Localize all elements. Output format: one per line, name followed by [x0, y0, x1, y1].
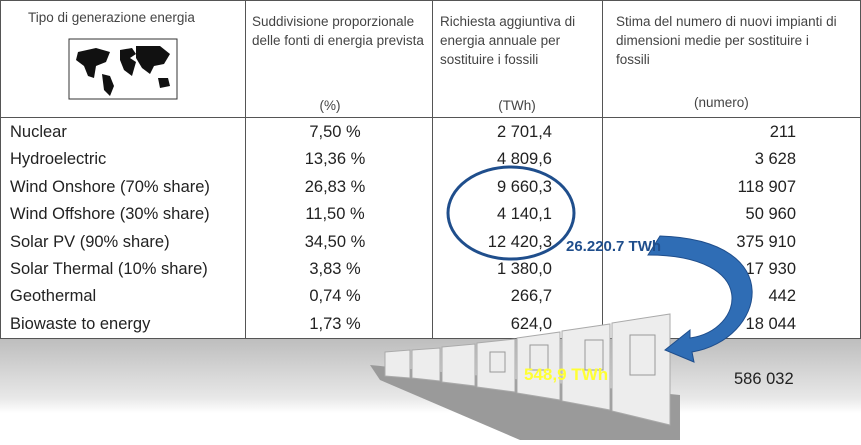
energy-twh: 9 660,3 — [496, 177, 552, 196]
energy-twh: 1 380,0 — [496, 260, 552, 278]
source-name: Solar Thermal (10% share) — [10, 260, 208, 278]
header-divider — [0, 117, 861, 118]
source-name: Solar PV (90% share) — [10, 232, 170, 251]
plant-count: 18 044 — [745, 314, 796, 333]
share-percent: 13,36 % — [304, 150, 366, 169]
share-percent: 11,50 % — [305, 205, 365, 224]
plant-count: 375 910 — [736, 232, 796, 251]
header-title: Suddivisione proporzionale delle fonti d… — [252, 14, 424, 48]
source-name: Wind Offshore (30% share) — [10, 205, 210, 224]
energy-twh: 4 140,1 — [496, 205, 552, 224]
share-percent: 7,50 % — [309, 123, 361, 141]
source-name: Wind Onshore (70% share) — [10, 177, 210, 196]
header-unit: (numero) — [694, 95, 749, 110]
energy-twh: 4 809,6 — [496, 150, 552, 169]
energy-twh: 266,7 — [510, 287, 552, 306]
column-divider — [602, 0, 603, 338]
plant-count: 211 — [769, 123, 796, 141]
header-title: Stima del numero di nuovi impianti di di… — [616, 14, 837, 67]
share-percent: 1,73 % — [309, 314, 361, 333]
world-map-icon — [68, 38, 178, 100]
share-percent: 0,74 % — [309, 287, 361, 306]
annotation-total: 26.220.7 TWh — [566, 238, 662, 255]
share-percent: 26,83 % — [304, 177, 366, 196]
column-divider — [432, 0, 433, 338]
share-percent: 34,50 % — [304, 232, 366, 251]
header-title: Tipo di generazione energia — [28, 10, 195, 25]
plant-count: 442 — [768, 287, 796, 306]
column-divider — [245, 0, 246, 338]
annotation-storage: 548,9 TWh — [524, 365, 609, 384]
total-plants: 586 032 — [734, 370, 794, 388]
plant-count: 50 960 — [745, 205, 796, 224]
header-unit: (%) — [319, 98, 341, 113]
plant-count: 118 907 — [737, 177, 796, 196]
source-name: Nuclear — [10, 123, 67, 141]
header-title: Richiesta aggiuntiva di energia annuale … — [440, 14, 576, 67]
share-percent: 3,83 % — [309, 260, 361, 278]
header-unit: (TWh) — [498, 98, 536, 113]
energy-twh: 624,0 — [510, 314, 552, 333]
source-name: Biowaste to energy — [10, 314, 151, 333]
plant-count: 17 930 — [745, 260, 796, 278]
plant-count: 3 628 — [754, 150, 796, 169]
source-name: Hydroelectric — [10, 150, 107, 169]
energy-twh: 2 701,4 — [496, 123, 552, 141]
energy-twh: 12 420,3 — [487, 232, 552, 251]
source-name: Geothermal — [10, 287, 97, 306]
